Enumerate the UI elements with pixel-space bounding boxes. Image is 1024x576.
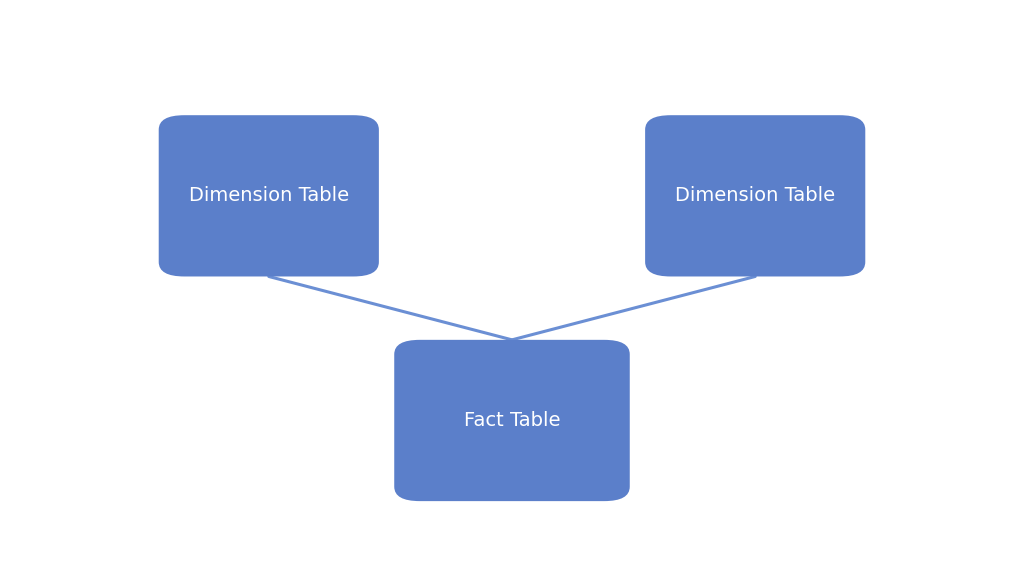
Text: Dimension Table: Dimension Table — [188, 187, 349, 205]
FancyBboxPatch shape — [159, 115, 379, 276]
Text: Fact Table: Fact Table — [464, 411, 560, 430]
Text: Dimension Table: Dimension Table — [675, 187, 836, 205]
FancyBboxPatch shape — [645, 115, 865, 276]
FancyBboxPatch shape — [394, 340, 630, 501]
